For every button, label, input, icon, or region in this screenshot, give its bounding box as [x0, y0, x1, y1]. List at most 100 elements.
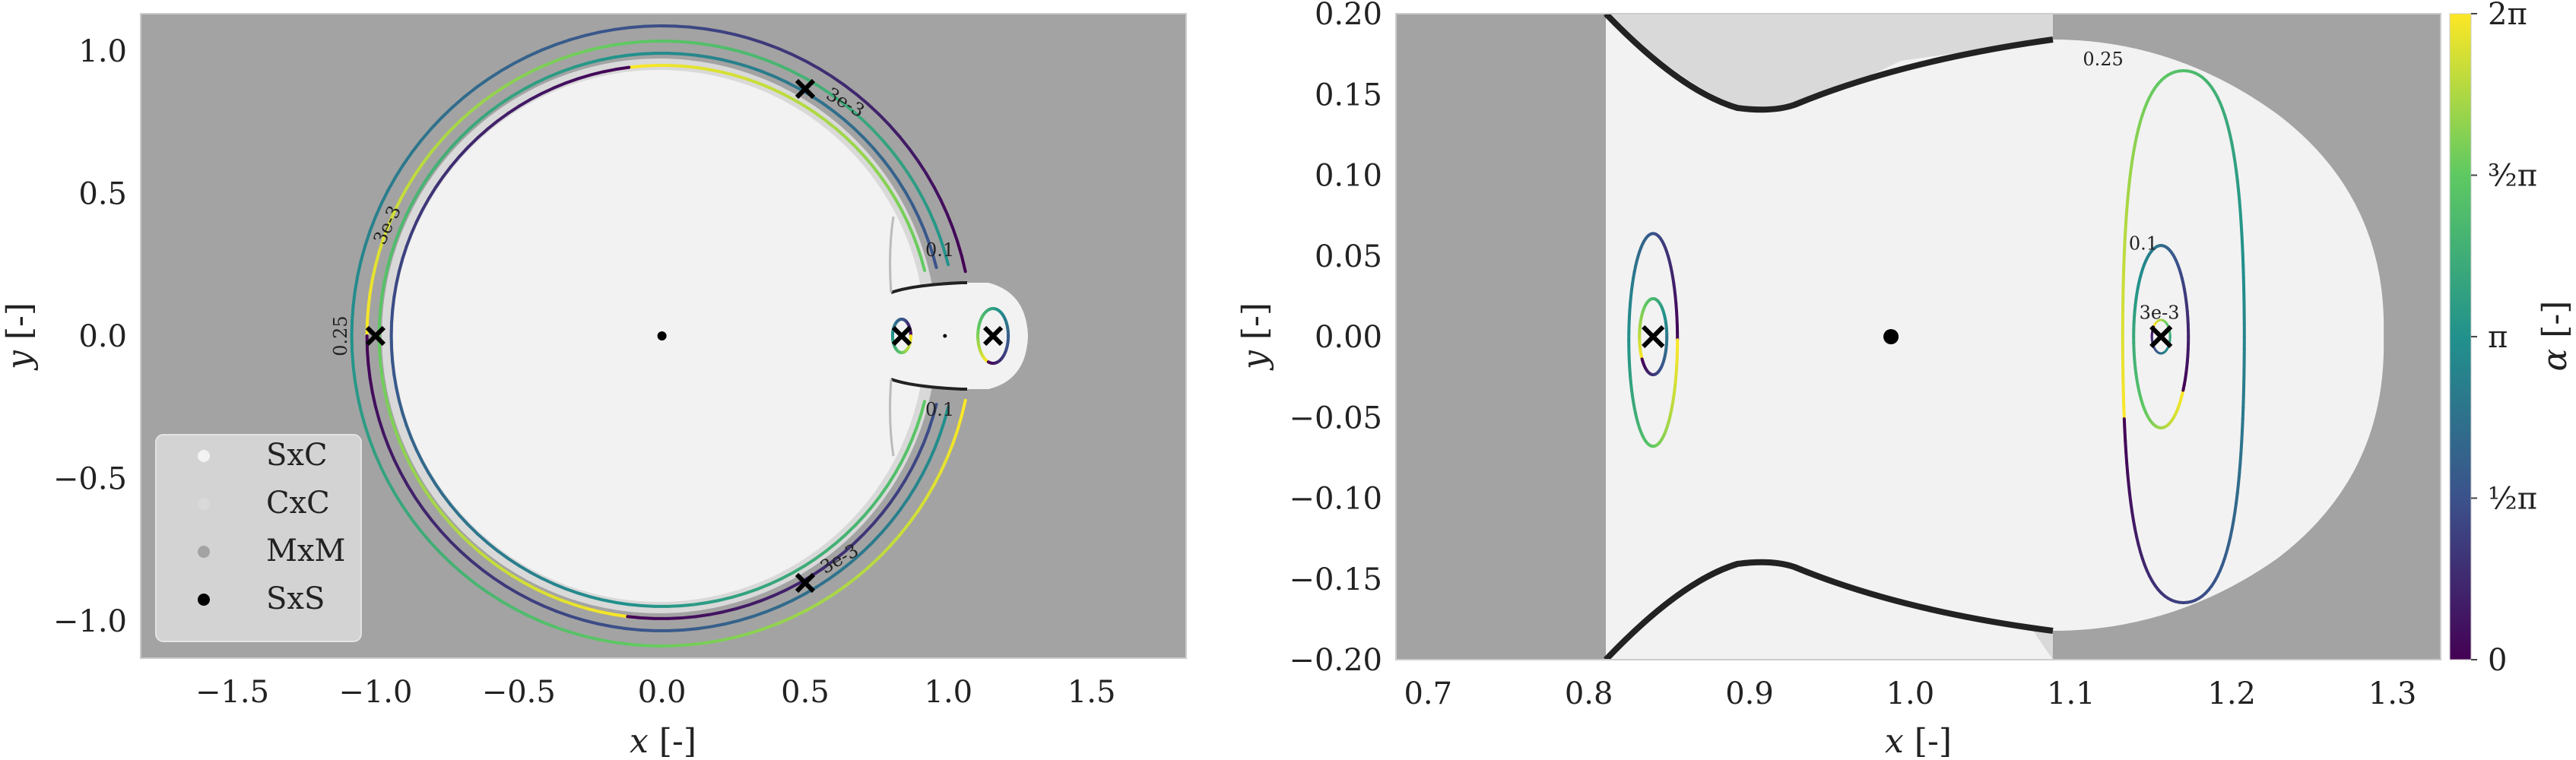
contour-line-3e-3	[756, 582, 772, 591]
right-ytick-label: 0.10	[1315, 159, 1382, 194]
contour-line-3e-3	[449, 521, 462, 535]
contour-line-0.25	[945, 442, 955, 460]
contour-line-3e-3	[785, 81, 801, 90]
left-upper-boundary	[890, 281, 967, 294]
contour-line-0.25	[420, 530, 433, 546]
contour-line-0.25	[830, 585, 846, 597]
contour-line-3e-3	[814, 549, 828, 561]
right-ytick-label: 0.00	[1315, 320, 1382, 355]
contour-line-3e-3	[560, 65, 576, 74]
contour-line-0.25	[351, 364, 357, 383]
contour-line-3e-3	[439, 511, 452, 525]
contour-line-3e-3	[511, 574, 526, 584]
contour-line-0.25	[540, 43, 558, 52]
contour-line-0.25	[481, 91, 496, 103]
contour-line-0.25	[451, 563, 466, 577]
left-xtick-label: 1.5	[1068, 675, 1116, 710]
contour-line-0.25	[764, 604, 781, 614]
contour-line-3e-3	[862, 522, 875, 536]
contour-line-0.25	[951, 428, 960, 446]
contour-line-3e-3	[378, 307, 382, 325]
contour-line-0.25	[2238, 450, 2243, 464]
contour-line-0.25	[890, 149, 902, 164]
contour-line-3e-3	[511, 87, 526, 98]
contour-line-0.25	[363, 423, 372, 442]
contour-line-3e-3	[919, 256, 927, 272]
contour-line-0.25	[394, 163, 405, 179]
contour-line-3e-3	[768, 577, 783, 586]
contour-line-0.25	[2233, 501, 2238, 514]
contour-line-3e-3	[731, 591, 747, 599]
contour-line-3e-3	[785, 581, 801, 591]
contour-line-3e-3	[458, 127, 471, 141]
contour-line-3e-3	[915, 243, 923, 260]
left-lower-boundary	[890, 378, 967, 391]
left-xtick-label: −0.5	[482, 675, 556, 710]
contour-line-3e-3	[910, 231, 919, 247]
contour-line-0.25	[440, 553, 455, 567]
contour-line-0.25	[2123, 428, 2127, 443]
contour-line-3e-3	[564, 77, 580, 85]
contour-line-0.25	[2127, 491, 2133, 505]
contour-line-3e-3	[831, 109, 845, 122]
contour-line-0.25	[914, 184, 925, 200]
right-upper-boundary	[1604, 14, 2054, 113]
contour-line-3e-3	[477, 109, 492, 122]
contour-line-0.25	[368, 277, 374, 295]
contour-line-0.25	[921, 196, 931, 213]
contour-line-3e-3	[734, 603, 750, 611]
contour-line-0.25	[411, 518, 424, 534]
contour-line-3e-3	[842, 118, 856, 131]
contour-line-0.25	[2127, 169, 2133, 182]
contour-line-0.25	[392, 197, 402, 214]
contour-line-0.25	[368, 377, 374, 394]
contour-line-3e-3	[379, 361, 384, 378]
contour-line-0.25	[762, 41, 780, 50]
contour-line-0.25	[866, 102, 881, 116]
contour-line-0.25	[681, 40, 699, 45]
contour-line-3e-3	[744, 77, 760, 84]
contour-line-0.25	[598, 27, 617, 34]
contour-line-0.25	[817, 67, 834, 78]
contour-line-3e-3	[380, 375, 386, 392]
contour-line-0.25	[790, 69, 807, 80]
contour-line-0.25	[928, 446, 937, 463]
contour-line-3e-3	[466, 136, 479, 149]
contour-line-0.25	[925, 172, 936, 188]
contour-line-0.25	[956, 240, 964, 258]
contour-line-3e-3	[401, 244, 408, 261]
contour-line-0.25	[2129, 501, 2134, 514]
contour-line-3e-3	[500, 566, 515, 578]
contour-line-3e-3	[779, 571, 795, 581]
contour-line-3e-3	[506, 104, 521, 116]
contour-line-0.25	[366, 306, 370, 324]
contour-line-3e-3	[639, 52, 657, 56]
contour-line-3e-3	[886, 472, 897, 486]
contour-line-0.25	[688, 25, 707, 30]
contour-line-3e-3	[906, 437, 914, 452]
left-xtick-label: 0.0	[638, 675, 687, 710]
contour-line-3e-3	[871, 493, 883, 508]
contour-line-0.25	[2240, 428, 2244, 443]
left-plot-frame	[140, 13, 1187, 659]
contour-line-3e-3	[395, 386, 401, 403]
contour-line-0.25	[449, 119, 463, 132]
contour-line-0.25	[406, 173, 417, 188]
contour-line-0.25	[898, 135, 911, 150]
contour-line-3e-3	[431, 500, 443, 515]
contour-line-0.25	[351, 289, 357, 308]
contour-line-3e-3	[414, 208, 424, 224]
contour-line-3e-3	[535, 587, 550, 597]
contour-line-0.25	[815, 577, 831, 588]
contour-line-3e-3	[831, 550, 845, 563]
contour-label: 0.25	[330, 315, 351, 356]
contour-line-3e-3	[772, 587, 788, 597]
contour-line-0.25	[439, 128, 452, 142]
contour-line-3e-3	[721, 58, 738, 65]
contour-line-0.25	[733, 33, 751, 40]
contour-label: 0.25	[2083, 49, 2123, 70]
contour-line-0.25	[642, 24, 661, 28]
contour-line-0.25	[719, 30, 737, 36]
contour-line-3e-3	[427, 471, 437, 486]
